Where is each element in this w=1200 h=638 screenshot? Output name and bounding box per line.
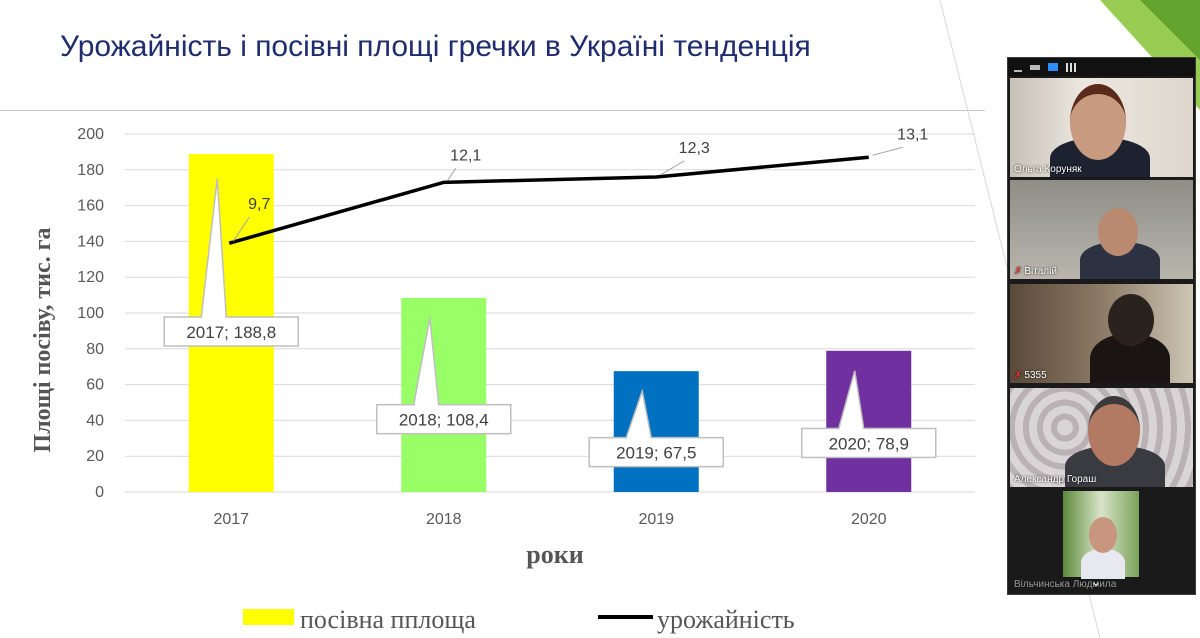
panel-toolbar xyxy=(1008,58,1195,76)
yield-line xyxy=(228,155,869,245)
x-tick-label: 2020 xyxy=(851,511,887,528)
y-tick-label: 40 xyxy=(86,412,104,429)
bar-data-label: 2018; 108,4 xyxy=(399,411,489,430)
y-tick-label: 200 xyxy=(77,126,104,143)
y-tick-label: 160 xyxy=(77,198,104,215)
speaker-view-icon[interactable] xyxy=(1048,63,1058,71)
label-leader xyxy=(232,216,250,242)
participant-name: Ольга Коруняк xyxy=(1014,164,1082,175)
y-tick-label: 80 xyxy=(86,341,104,358)
y-tick-label: 100 xyxy=(77,305,104,322)
x-tick-label: 2019 xyxy=(638,511,674,528)
participant-face xyxy=(1089,517,1117,553)
x-tick-label: 2017 xyxy=(213,511,249,528)
thumbnail-view-icon[interactable] xyxy=(1030,64,1040,70)
y-tick-label: 120 xyxy=(77,269,104,286)
muted-mic-icon: ✗ xyxy=(1014,266,1023,277)
participant-tile-4[interactable]: Александр Гораш xyxy=(1010,388,1193,487)
y-tick-label: 20 xyxy=(86,448,104,465)
callout-box xyxy=(163,316,299,347)
legend-swatch-bar xyxy=(243,609,294,625)
participant-face xyxy=(1098,208,1138,256)
bar-2019 xyxy=(613,371,699,492)
line-data-label: 9,7 xyxy=(248,196,270,213)
x-tick-labels: 2017 2018 2019 2020 xyxy=(213,511,886,528)
y-tick-labels: 0 20 40 60 80 100 120 140 160 180 200 xyxy=(77,126,104,501)
label-leader xyxy=(447,168,457,181)
bar-data-label: 2017; 188,8 xyxy=(186,323,276,342)
label-leader xyxy=(659,160,685,176)
participant-face xyxy=(1088,396,1140,466)
x-tick-label: 2018 xyxy=(426,511,462,528)
line-data-labels: 9,7 12,1 12,3 13,1 xyxy=(232,126,928,242)
x-axis-title: роки xyxy=(526,540,583,569)
legend-swatch-line xyxy=(598,615,653,619)
participant-name: ✗ 5355 xyxy=(1014,370,1047,381)
participant-video xyxy=(1063,491,1139,579)
muted-mic-icon: ✗ xyxy=(1014,370,1023,381)
chart: 0 20 40 60 80 100 120 140 160 180 200 2017 2018 2019… xyxy=(30,126,975,634)
callout-box xyxy=(801,427,937,459)
y-tick-label: 60 xyxy=(86,377,104,394)
y-tick-label: 180 xyxy=(77,162,104,179)
participant-face xyxy=(1070,84,1126,160)
callout-box xyxy=(376,403,512,435)
participant-figure xyxy=(1081,549,1125,579)
participant-name: Вільчинська Людмила xyxy=(1014,579,1117,590)
line-data-label: 13,1 xyxy=(897,126,928,143)
y-tick-label: 140 xyxy=(77,233,104,250)
bar-2020 xyxy=(826,350,912,492)
participant-face xyxy=(1108,294,1154,346)
y-tick-label: 0 xyxy=(95,484,104,501)
legend: посівна пплоща урожайність xyxy=(243,605,795,634)
legend-label-bar: посівна пплоща xyxy=(300,605,476,634)
line-data-label: 12,1 xyxy=(450,147,481,164)
chevron-down-icon[interactable]: ⌄ xyxy=(1091,575,1102,589)
participant-tile-3[interactable]: ✗ 5355 xyxy=(1010,284,1193,383)
slide-title: Урожайність і посівні площі гречки в Укр… xyxy=(60,30,811,63)
bar-callouts: 2017; 188,8 2018; 108,4 2019; 67,5 2020; 78… xyxy=(163,178,937,468)
title-divider xyxy=(0,110,985,111)
video-participants-panel: Ольга Коруняк ✗ Віталій ✗ 5355 Александр Г… xyxy=(1007,57,1196,595)
participant-tile-1[interactable]: Ольга Коруняк xyxy=(1010,78,1193,177)
participant-tile-2[interactable]: ✗ Віталій xyxy=(1010,180,1193,279)
legend-label-line: урожайність xyxy=(657,605,795,634)
y-axis-title: Площі посіву, тис. га xyxy=(30,227,56,452)
line-data-label: 12,3 xyxy=(679,140,710,157)
bar-data-label: 2020; 78,9 xyxy=(829,434,909,453)
participant-name: Александр Гораш xyxy=(1014,474,1097,485)
gallery-view-icon[interactable] xyxy=(1066,62,1076,72)
participant-tile-5[interactable]: Вільчинська Людмила xyxy=(1010,491,1193,592)
minimize-icon[interactable] xyxy=(1014,66,1022,72)
bar-data-label: 2019; 67,5 xyxy=(616,444,696,463)
bar-2018 xyxy=(401,297,487,492)
participant-name: ✗ Віталій xyxy=(1014,266,1057,277)
label-leader xyxy=(872,146,903,156)
callout-box xyxy=(588,436,724,468)
line-series xyxy=(228,155,869,245)
